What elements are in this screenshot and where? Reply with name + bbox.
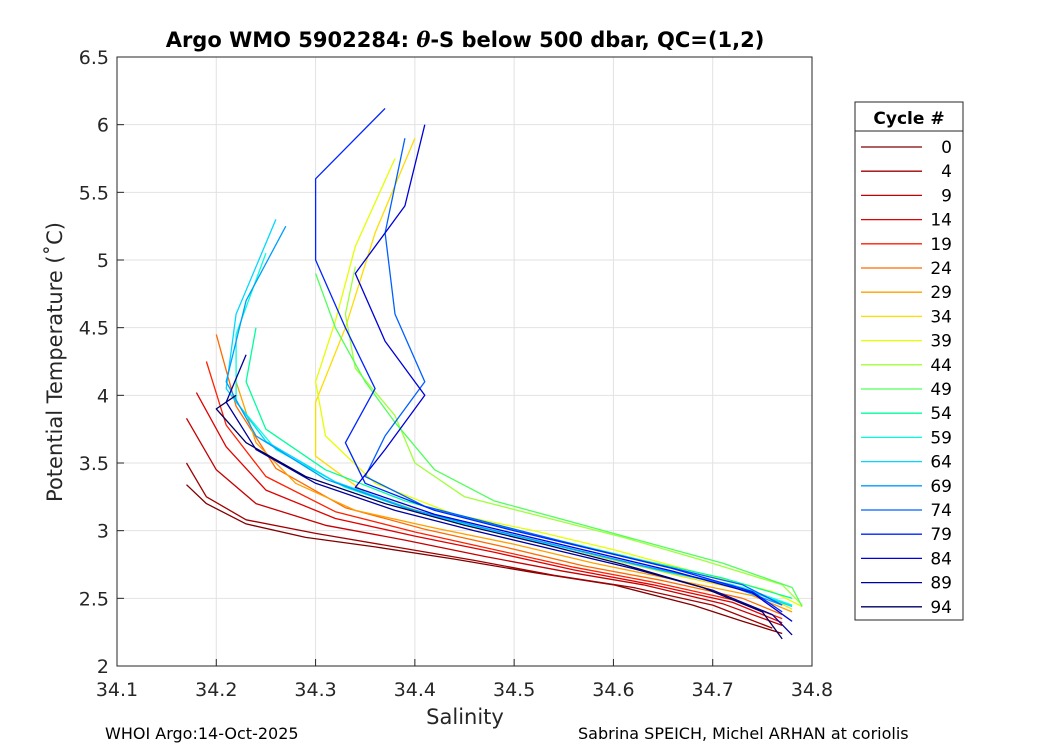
footer-credit: Sabrina SPEICH, Michel ARHAN at coriolis — [578, 724, 909, 743]
series-line-cycle-69 — [225, 225, 783, 606]
series-line-cycle-94 — [215, 394, 783, 640]
legend-label-cycle-84: 84 — [930, 549, 952, 569]
series-line-cycle-49 — [314, 273, 803, 607]
series-line-cycle-84 — [354, 124, 793, 622]
series-line-cycle-14 — [195, 392, 783, 624]
series-line-cycle-44 — [344, 266, 803, 606]
legend-label-cycle-39: 39 — [930, 332, 952, 352]
x-tick-label: 34.5 — [493, 679, 535, 701]
series-line-cycle-4 — [185, 462, 773, 629]
y-tick-label: 3 — [97, 521, 109, 543]
y-tick-label: 2 — [97, 656, 109, 678]
y-tick-label: 2.5 — [79, 588, 109, 610]
y-tick-label: 4.5 — [79, 318, 109, 340]
legend-label-cycle-14: 14 — [930, 211, 952, 231]
legend-label-cycle-29: 29 — [930, 283, 952, 303]
legend-label-cycle-59: 59 — [930, 428, 952, 448]
footer-date: WHOI Argo:14-Oct-2025 — [105, 724, 299, 743]
y-tick-label: 5 — [97, 250, 109, 272]
legend-label-cycle-9: 9 — [941, 186, 952, 206]
legend-label-cycle-49: 49 — [930, 380, 952, 400]
x-tick-label: 34.3 — [294, 679, 336, 701]
plot-area — [117, 57, 812, 666]
legend-label-cycle-4: 4 — [941, 162, 952, 182]
y-tick-label: 5.5 — [79, 182, 109, 204]
series-line-cycle-0 — [186, 484, 783, 635]
x-tick-label: 34.8 — [791, 679, 833, 701]
y-tick-label: 3.5 — [79, 453, 109, 475]
legend-label-cycle-24: 24 — [930, 259, 952, 279]
x-axis-label: Salinity — [426, 705, 504, 729]
y-tick-label: 6 — [97, 115, 109, 137]
x-tick-label: 34.7 — [692, 679, 734, 701]
legend-label-cycle-69: 69 — [930, 477, 952, 497]
series-line-cycle-79 — [314, 107, 783, 613]
y-tick-label: 6.5 — [79, 47, 109, 69]
legend-label-cycle-0: 0 — [941, 138, 952, 158]
series-line-cycle-89 — [225, 354, 793, 636]
series-line-cycle-29 — [235, 381, 793, 613]
y-axis-label: Potential Temperature (˚C) — [43, 222, 67, 502]
legend-label-cycle-74: 74 — [930, 501, 952, 521]
x-tick-label: 34.1 — [96, 679, 138, 701]
legend-label-cycle-64: 64 — [930, 453, 952, 473]
chart-title: Argo WMO 5902284: θ-S below 500 dbar, QC… — [166, 27, 765, 52]
legend-label-cycle-19: 19 — [930, 235, 952, 255]
x-axis-ticks: 34.1 34.2 34.3 34.4 34.5 34.6 34.7 34.8 — [96, 659, 833, 701]
series-line-cycle-24 — [215, 334, 783, 616]
legend-label-cycle-34: 34 — [930, 307, 952, 327]
legend-title: Cycle # — [873, 109, 944, 129]
legend-label-cycle-89: 89 — [930, 574, 952, 594]
series-lines — [185, 107, 803, 640]
legend-label-cycle-54: 54 — [930, 404, 952, 424]
series-line-cycle-19 — [205, 361, 783, 620]
legend-label-cycle-94: 94 — [930, 598, 952, 618]
legend-label-cycle-44: 44 — [930, 356, 952, 376]
legend: Cycle # 04914192429343944495459646974798… — [854, 101, 964, 621]
x-tick-label: 34.4 — [394, 679, 436, 701]
series-line-cycle-9 — [185, 417, 783, 627]
x-tick-label: 34.6 — [592, 679, 634, 701]
plot-frame — [116, 56, 813, 667]
y-tick-label: 4 — [97, 385, 109, 407]
legend-label-cycle-79: 79 — [930, 525, 952, 545]
y-axis-ticks: 2 2.5 3 3.5 4 4.5 5 5.5 6 6.5 — [79, 47, 124, 678]
x-tick-label: 34.2 — [195, 679, 237, 701]
